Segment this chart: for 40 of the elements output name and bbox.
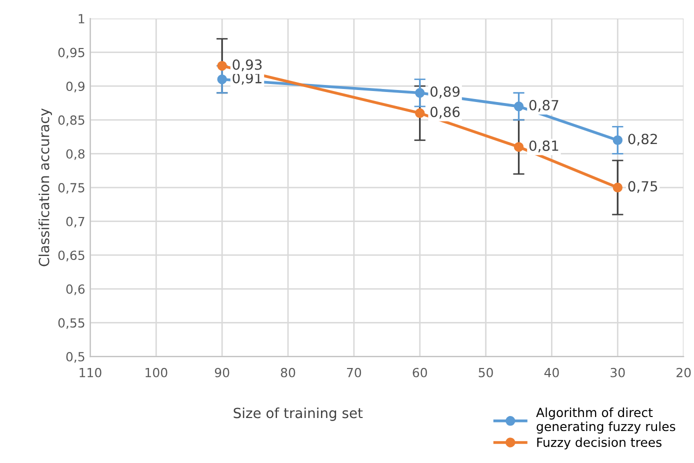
x-tick-label: 20 bbox=[676, 368, 691, 378]
point bbox=[612, 135, 623, 146]
data-label: 0,75 bbox=[628, 181, 658, 193]
y-tick-label: 0,55 bbox=[58, 318, 84, 329]
x-tick-label: 30 bbox=[610, 368, 625, 378]
x-tick-label: 40 bbox=[544, 368, 559, 378]
x-tick-label: 90 bbox=[214, 368, 230, 378]
point bbox=[415, 88, 425, 98]
x-tick-label: 70 bbox=[347, 368, 362, 378]
y-tick-label: 0,9 bbox=[66, 82, 84, 92]
y-tick-label: 0,8 bbox=[66, 149, 85, 160]
point bbox=[415, 108, 425, 118]
data-label: 0,86 bbox=[430, 106, 460, 119]
y-tick-label: 0,6 bbox=[66, 284, 85, 296]
data-label: 0,81 bbox=[529, 140, 558, 152]
legend-label: Algorithm of direct generating fuzzy rules bbox=[536, 407, 676, 434]
y-tick-label: 0,7 bbox=[66, 216, 84, 228]
data-label: 0,89 bbox=[430, 86, 460, 98]
x-tick-label: 50 bbox=[478, 368, 493, 378]
x-tick-label: 110 bbox=[80, 368, 102, 378]
y-tick-label: 0,85 bbox=[58, 115, 84, 126]
x-tick-label: 100 bbox=[146, 368, 168, 378]
x-tick-label: 80 bbox=[280, 368, 296, 378]
y-tick-label: 0,5 bbox=[66, 352, 84, 363]
y-tick-label: 0,95 bbox=[58, 48, 84, 59]
point bbox=[514, 102, 524, 112]
point bbox=[217, 60, 227, 71]
y-tick-label: 1 bbox=[78, 14, 84, 24]
point bbox=[612, 182, 623, 192]
data-label: 0,87 bbox=[529, 100, 558, 112]
point bbox=[217, 74, 227, 84]
legend-label: Fuzzy decision trees bbox=[537, 437, 662, 450]
y-axis-title: Classification accuracy bbox=[38, 108, 52, 266]
data-label: 0,82 bbox=[628, 134, 657, 146]
y-tick-label: 0,65 bbox=[58, 250, 84, 262]
x-tick-label: 60 bbox=[412, 368, 427, 378]
x-axis-title: Size of training set bbox=[234, 407, 363, 421]
data-label: 0,93 bbox=[232, 59, 262, 72]
point bbox=[514, 142, 524, 152]
y-tick-label: 0,75 bbox=[58, 182, 84, 194]
